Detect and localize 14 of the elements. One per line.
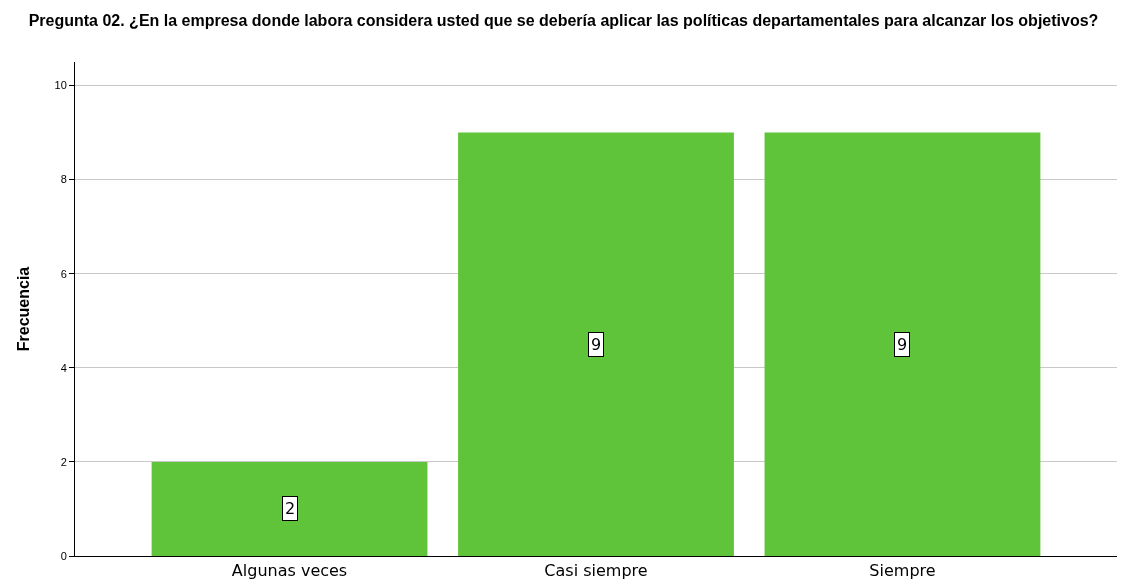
x-tick-label: Algunas veces (231, 561, 348, 581)
y-tick-label: 0 (60, 549, 67, 562)
data-label: 9 (591, 335, 602, 354)
y-tick-label: 4 (60, 361, 67, 374)
x-tick-label: Casi siempre (544, 561, 648, 581)
data-label: 9 (897, 335, 908, 354)
y-tick-label: 6 (60, 267, 67, 280)
data-label: 2 (285, 499, 296, 518)
y-tick-label: 10 (54, 79, 67, 92)
x-tick-label: Siempre (869, 561, 936, 581)
y-axis-title: Frecuencia (15, 266, 33, 352)
chart-title: Pregunta 02. ¿En la empresa donde labora considera usted que se debería aplicar las políticas departamentales para alcanzar los objetivos? (28, 11, 1099, 29)
y-tick-label: 8 (60, 173, 67, 186)
y-tick-label: 2 (60, 455, 67, 468)
